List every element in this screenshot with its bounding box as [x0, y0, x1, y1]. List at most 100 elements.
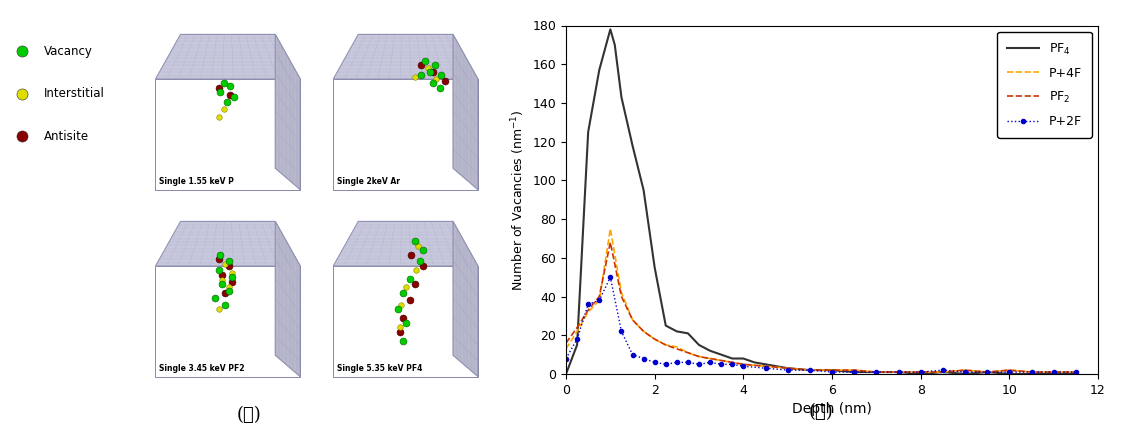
P+4F [1047, 369, 1061, 374]
Polygon shape [453, 221, 478, 377]
P+4F [659, 343, 672, 348]
Legend: PF$_4$, P+4F, PF$_2$, P+2F: PF$_4$, P+4F, PF$_2$, P+2F [997, 32, 1091, 138]
PF$_2$ [781, 366, 795, 371]
PF$_2$ [714, 358, 728, 363]
Line: P+2F: P+2F [564, 275, 1078, 374]
PF$_4$ [670, 329, 684, 334]
P+2F [958, 369, 971, 374]
P+2F [848, 369, 861, 374]
P+2F [592, 298, 606, 303]
P+2F [559, 356, 573, 361]
P+2F [714, 362, 728, 367]
PF$_4$ [559, 371, 573, 377]
X-axis label: Depth (nm): Depth (nm) [792, 402, 872, 416]
P+4F [1003, 368, 1017, 373]
PF$_2$ [681, 350, 695, 355]
P+2F [1047, 369, 1061, 374]
PF$_2$ [869, 369, 883, 374]
PF$_2$ [848, 368, 861, 373]
PF$_2$ [571, 325, 584, 330]
PF$_2$ [559, 340, 573, 346]
P+4F [714, 358, 728, 363]
PF$_4$ [608, 42, 621, 48]
P+4F [803, 368, 816, 373]
PF$_2$ [1024, 369, 1038, 374]
P+4F [958, 368, 971, 373]
PF$_4$ [637, 187, 651, 193]
PF$_2$ [615, 294, 628, 299]
PF$_4$ [1047, 371, 1061, 377]
PF$_4$ [648, 265, 661, 270]
P+4F [571, 329, 584, 334]
P+4F [692, 354, 706, 359]
P+2F [1024, 369, 1038, 374]
Line: PF$_4$: PF$_4$ [566, 29, 1075, 374]
Text: Interstitial: Interstitial [44, 87, 105, 100]
P+2F [914, 369, 927, 374]
P+2F [703, 360, 717, 365]
PF$_4$ [692, 343, 706, 348]
PF$_4$ [825, 368, 839, 373]
P+2F [781, 368, 795, 373]
P+4F [681, 350, 695, 355]
PF$_2$ [659, 343, 672, 348]
P+2F [758, 366, 772, 371]
P+2F [603, 275, 617, 280]
PF$_4$ [869, 369, 883, 374]
P+4F [592, 298, 606, 303]
PF$_4$ [582, 130, 595, 135]
PF$_2$ [936, 369, 950, 374]
P+4F [825, 368, 839, 373]
P+2F [936, 368, 950, 373]
PF$_4$ [726, 356, 739, 361]
P+2F [670, 360, 684, 365]
Polygon shape [155, 221, 300, 266]
P+2F [1069, 369, 1082, 374]
PF$_2$ [1069, 369, 1082, 374]
PF$_2$ [914, 369, 927, 374]
PF$_2$ [726, 360, 739, 365]
P+4F [703, 356, 717, 361]
Polygon shape [155, 34, 300, 79]
P+2F [803, 368, 816, 373]
PF$_2$ [825, 368, 839, 373]
PF$_2$ [758, 364, 772, 369]
Polygon shape [275, 221, 300, 377]
PF$_2$ [670, 346, 684, 351]
PF$_4$ [592, 68, 606, 73]
P+2F [869, 369, 883, 374]
PF$_4$ [914, 371, 927, 377]
PF$_4$ [892, 369, 906, 374]
PF$_2$ [692, 354, 706, 359]
PF$_4$ [1069, 371, 1082, 377]
P+2F [626, 352, 640, 357]
P+4F [626, 317, 640, 322]
P+4F [758, 364, 772, 369]
PF$_4$ [1024, 371, 1038, 377]
PF$_4$ [626, 143, 640, 148]
P+2F [737, 364, 751, 369]
PF$_4$ [714, 352, 728, 357]
PF$_4$ [615, 95, 628, 100]
PF$_4$ [681, 331, 695, 336]
PF$_4$ [703, 348, 717, 353]
PF$_2$ [703, 356, 717, 361]
P+4F [637, 329, 651, 334]
P+4F [726, 360, 739, 365]
PF$_4$ [980, 369, 994, 374]
Line: PF$_2$: PF$_2$ [566, 242, 1075, 372]
P+4F [603, 226, 617, 231]
PF$_2$ [737, 362, 751, 367]
PF$_2$ [637, 329, 651, 334]
P+2F [648, 360, 661, 365]
Text: (나): (나) [808, 403, 833, 421]
P+4F [936, 369, 950, 374]
P+2F [692, 362, 706, 367]
Polygon shape [275, 34, 300, 190]
P+4F [781, 366, 795, 371]
Polygon shape [333, 266, 478, 377]
P+4F [582, 309, 595, 314]
Polygon shape [333, 79, 478, 190]
Line: P+4F: P+4F [566, 229, 1075, 372]
P+4F [670, 344, 684, 349]
